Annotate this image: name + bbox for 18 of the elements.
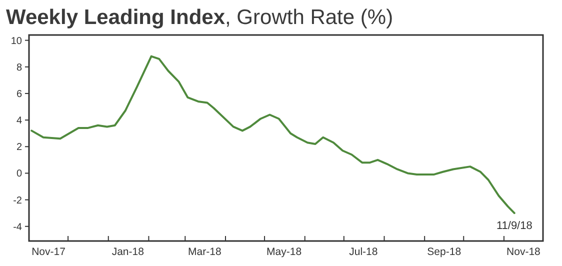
annotation: 11/9/18 bbox=[496, 220, 532, 232]
chart-title: Weekly Leading Index, Growth Rate (%) bbox=[6, 6, 394, 29]
y-tick-label: 2 bbox=[16, 142, 22, 154]
y-tick-label: -2 bbox=[13, 195, 22, 206]
y-tick-label: 10 bbox=[10, 36, 22, 47]
line-series bbox=[30, 55, 516, 214]
x-tick-label: Mar-18 bbox=[188, 246, 222, 258]
y-tick-label: 0 bbox=[16, 168, 22, 180]
y-tick-label: 4 bbox=[16, 116, 22, 127]
x-tick-label: Sep-18 bbox=[427, 246, 462, 258]
x-tick-label: Jul-18 bbox=[349, 246, 378, 258]
x-tick-label: Jan-18 bbox=[112, 246, 144, 258]
x-tick-label: May-18 bbox=[266, 246, 302, 258]
y-tick-label: 8 bbox=[16, 62, 22, 74]
y-tick-label: 6 bbox=[16, 88, 22, 100]
y-tick-label: -4 bbox=[13, 222, 22, 233]
x-tick-label: Nov-18 bbox=[506, 246, 541, 258]
x-tick-label: Nov-17 bbox=[32, 246, 66, 258]
